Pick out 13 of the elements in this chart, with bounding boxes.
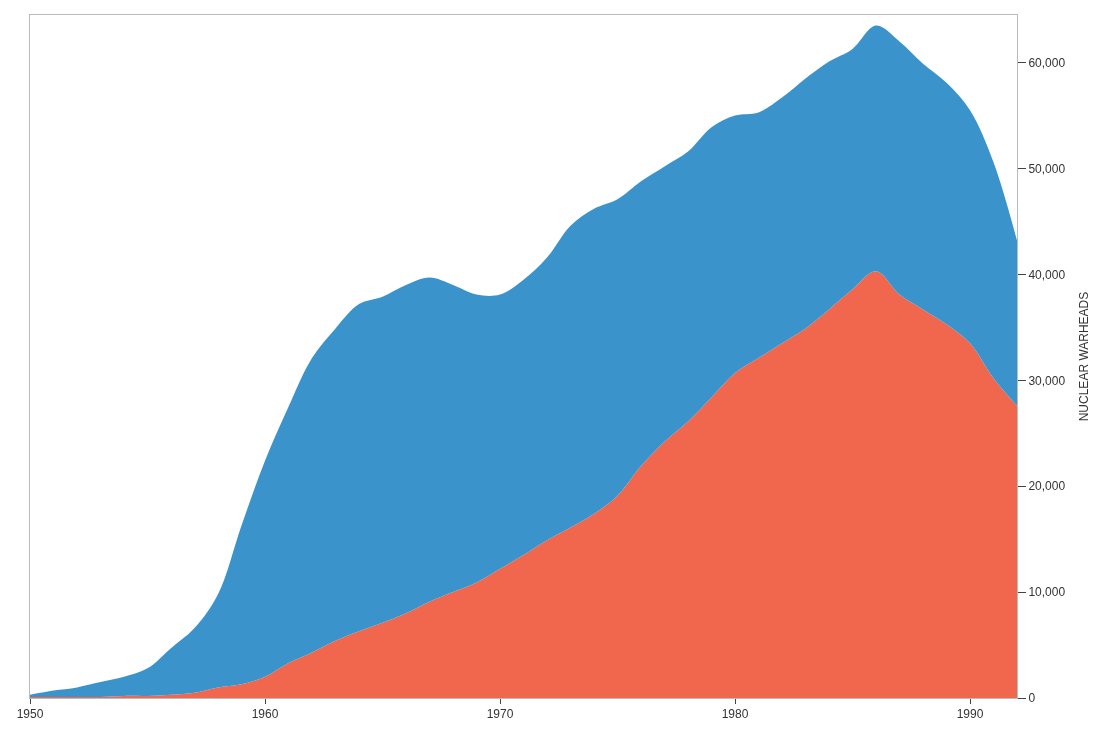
x-tick-label: 1960: [251, 707, 279, 722]
x-tick-label: 1990: [956, 707, 984, 722]
x-tick-label: 1980: [721, 707, 749, 722]
x-tick-label: 1950: [16, 707, 44, 722]
y-tick-label: 60,000: [1028, 55, 1066, 70]
y-tick-label: 10,000: [1028, 585, 1066, 600]
y-tick-label: 50,000: [1028, 161, 1066, 176]
y-axis-title: NUCLEAR WARHEADS: [1077, 291, 1092, 422]
y-tick-label: 0: [1028, 691, 1036, 706]
y-tick-label: 30,000: [1028, 373, 1066, 388]
y-tick-label: 40,000: [1028, 267, 1066, 282]
y-tick-label: 20,000: [1028, 479, 1066, 494]
x-tick-label: 1970: [486, 707, 514, 722]
